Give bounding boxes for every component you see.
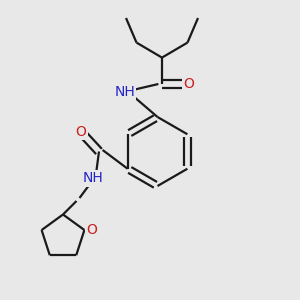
Text: O: O [76,125,86,139]
Text: O: O [86,223,97,237]
Text: NH: NH [114,85,135,98]
Text: NH: NH [82,172,103,185]
Text: O: O [183,77,194,91]
